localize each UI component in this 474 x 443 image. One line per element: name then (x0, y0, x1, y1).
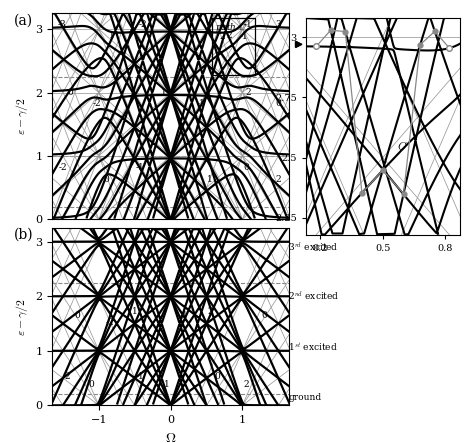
Text: (a): (a) (14, 13, 33, 27)
Text: 0: 0 (275, 99, 281, 109)
Text: 0: 0 (67, 88, 73, 97)
Text: -3: -3 (57, 19, 66, 28)
Text: 2: 2 (207, 307, 213, 316)
Text: -1: -1 (196, 99, 205, 109)
Text: $C$: $C$ (397, 140, 408, 152)
Text: 1: 1 (164, 380, 170, 389)
Text: 1: 1 (132, 307, 137, 316)
Text: 2: 2 (243, 380, 249, 389)
Text: 2: 2 (246, 88, 251, 97)
Text: 2: 2 (219, 32, 225, 41)
Text: -1: -1 (244, 19, 253, 28)
Text: -2: -2 (59, 163, 67, 172)
Text: -1: -1 (136, 373, 145, 381)
Text: -2: -2 (105, 318, 114, 327)
X-axis label: $\Omega$: $\Omega$ (165, 431, 176, 443)
Text: 2$^{nd}$ excited: 2$^{nd}$ excited (288, 290, 340, 303)
Text: -1: -1 (136, 163, 145, 172)
Text: 2: 2 (227, 31, 232, 40)
Text: 3: 3 (275, 19, 281, 28)
Text: 1: 1 (161, 88, 166, 97)
Text: 0: 0 (261, 311, 267, 320)
Text: -2: -2 (139, 19, 148, 28)
Y-axis label: $\varepsilon-\gamma/2$: $\varepsilon-\gamma/2$ (14, 97, 30, 135)
Text: 1: 1 (109, 31, 115, 40)
Text: -1: -1 (239, 32, 248, 41)
Text: path $C$: path $C$ (215, 21, 247, 34)
Text: 2: 2 (275, 175, 281, 184)
Y-axis label: $\varepsilon-\gamma/2$: $\varepsilon-\gamma/2$ (14, 298, 30, 336)
Text: 0: 0 (103, 175, 109, 184)
Text: -2: -2 (62, 373, 71, 381)
Text: 0: 0 (74, 311, 80, 320)
Text: 0: 0 (243, 163, 249, 172)
Text: -1: -1 (179, 311, 188, 320)
Text: 0: 0 (214, 373, 220, 381)
Text: 0: 0 (89, 380, 94, 389)
Text: (b): (b) (14, 228, 34, 242)
Text: 1$^{st}$ excited: 1$^{st}$ excited (288, 342, 338, 354)
Text: ground: ground (288, 392, 321, 402)
Text: -2: -2 (93, 99, 102, 109)
Text: 1: 1 (207, 175, 213, 184)
Text: 3$^{rd}$ excited: 3$^{rd}$ excited (288, 241, 339, 254)
